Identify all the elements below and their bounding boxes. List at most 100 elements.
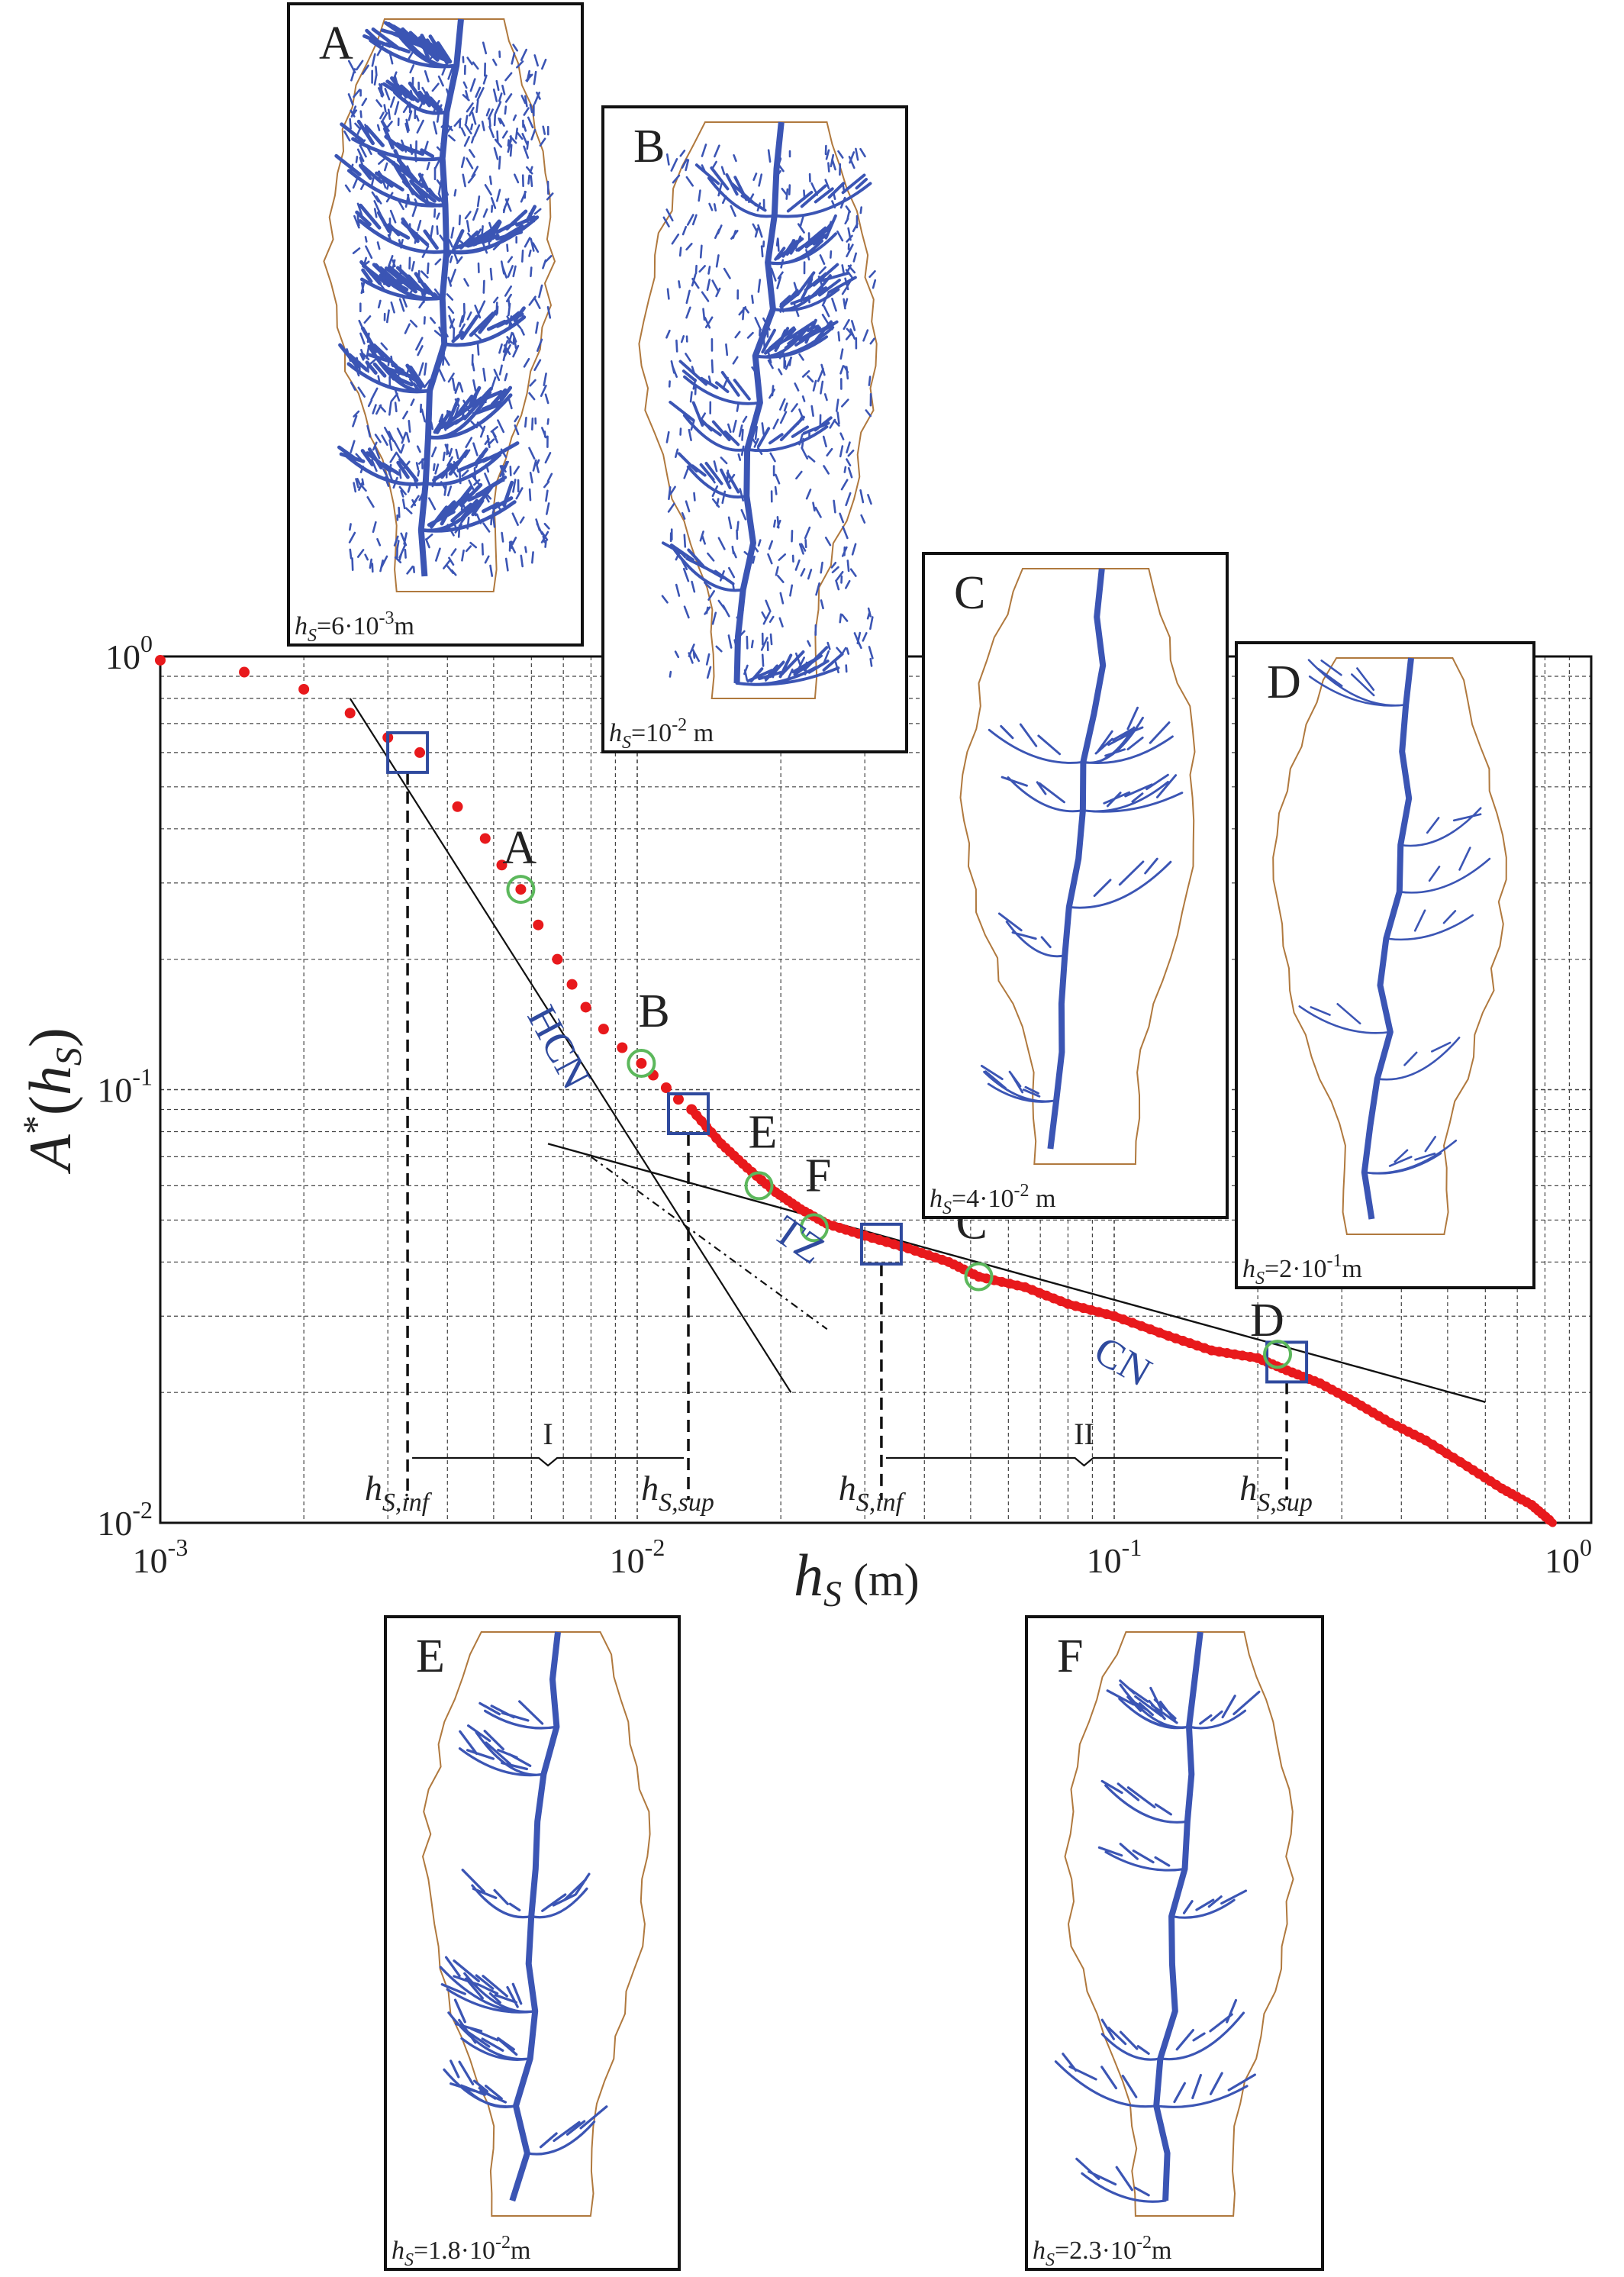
labeled-point-letter: E [749,1106,778,1158]
data-point [515,884,527,895]
tributaries [980,706,1184,1103]
threshold-label: hS,sup [641,1469,714,1517]
labeled-point-letter: A [502,822,536,874]
basin-boundary [323,18,556,592]
data-curve-point [1222,1348,1232,1359]
threshold-square [667,1092,710,1136]
fit-line [349,698,792,1393]
panel-b: BhS=10-2 m [601,105,908,753]
region-label: CN [1087,1327,1159,1395]
panel-letter: C [954,567,985,619]
data-curve-point [1154,1327,1165,1338]
y-tick-label: 10-1 [97,1063,153,1110]
panel-caption: hS=10-2 m [609,715,714,753]
data-curve-point [1207,1345,1217,1356]
y-tick-label: 100 [105,630,153,676]
data-curve-point [1101,1309,1112,1320]
panel-letter: F [1057,1630,1083,1682]
data-point [617,1042,628,1053]
basin-boundary [959,568,1196,1165]
panel-caption: hS=2·10-1m [1242,1251,1362,1288]
data-point [479,833,491,844]
data-point [660,1082,672,1094]
threshold-square [386,731,430,774]
labeled-point-circle [744,1171,774,1201]
data-curve-point [1071,1301,1081,1311]
panel-caption: hS=4·10-2 m [930,1181,1055,1218]
panel-letter: D [1267,656,1301,708]
region-label: HCN [518,998,600,1096]
main-channel [1047,568,1107,1150]
labeled-point-circle [506,875,536,905]
data-curve-point [1127,1317,1138,1328]
panel-f: FhS=2.3·10-2m [1025,1615,1324,2271]
threshold-markers: hS,inf hS,sup hS,inf hS,sup [365,731,1313,1517]
data-point [533,919,544,930]
data-curve-point [1094,1307,1104,1317]
panel-letter: E [416,1630,445,1682]
data-curve-point [981,1273,992,1284]
data-point [452,801,463,812]
data-point [344,708,356,719]
data-point [239,666,250,678]
hillslope-network [661,144,877,682]
y-axis-title-group: A*(hS) [14,1027,89,1175]
data-point [580,1001,591,1013]
basin-boundary [638,121,878,699]
fit-lines [349,698,1486,1403]
x-tick-labels: 10-3 10-2 10-1 100 [133,1534,1592,1580]
panel-caption: hS=6·10-3m [295,608,414,646]
panel-a: AhS=6·10-3m [287,2,584,647]
labeled-point-circle [627,1049,656,1079]
tributaries [661,163,872,686]
fit-line [590,1156,828,1330]
tributaries [1054,1679,1261,2203]
panel-caption: hS=1.8·10-2m [392,2233,530,2270]
basin-boundary [1064,1631,1294,2217]
x-axis-title-unit: (m) [842,1555,920,1605]
tributaries [1298,659,1491,1175]
x-tick-label: 10-1 [1087,1534,1142,1580]
panel-c: ChS=4·10-2 m [922,552,1229,1219]
labeled-point-letter: B [638,985,669,1037]
panel-letter: B [633,121,665,173]
threshold-label: hS,inf [365,1469,433,1517]
data-curve-point [1245,1352,1255,1363]
data-point [672,1094,684,1105]
data-point [414,747,426,758]
threshold-label: hS,inf [839,1469,907,1517]
data-curve-point [1109,1311,1120,1321]
y-tick-labels: 100 10-1 10-2 [97,630,153,1543]
panel-e: EhS=1.8·10-2m [384,1615,681,2271]
brace-label: I [543,1417,553,1451]
x-tick-label: 10-2 [610,1534,665,1580]
data-curve-point [997,1276,1007,1287]
panel-caption: hS=2.3·10-2m [1033,2233,1171,2270]
data-curve-point [1004,1279,1015,1289]
x-tick-label: 100 [1545,1534,1592,1580]
basin-boundary [1272,657,1507,1235]
data-curve-point [1136,1321,1147,1331]
data-point [598,1024,609,1035]
labeled-point-letter: D [1250,1295,1284,1347]
data-curve-point [1118,1314,1129,1325]
data-curve-point [1237,1350,1248,1361]
data-curve-point [1214,1347,1225,1357]
brace-label: II [1074,1417,1094,1451]
labeled-point-circle [1263,1340,1293,1369]
x-axis-title-sub: S [823,1574,842,1614]
data-point [566,979,578,990]
x-axis-title-main: h [794,1542,823,1608]
data-point [298,683,310,695]
threshold-label: hS,sup [1239,1469,1313,1517]
data-curve-point [1062,1298,1073,1309]
data-curve-point [1078,1303,1089,1314]
data-point [155,654,166,666]
basin-boundary [421,1631,651,2217]
labeled-point-circle [799,1213,829,1243]
data-curve-point [1012,1280,1023,1291]
data-curve-point [1086,1305,1097,1315]
tributaries [439,1700,608,2156]
